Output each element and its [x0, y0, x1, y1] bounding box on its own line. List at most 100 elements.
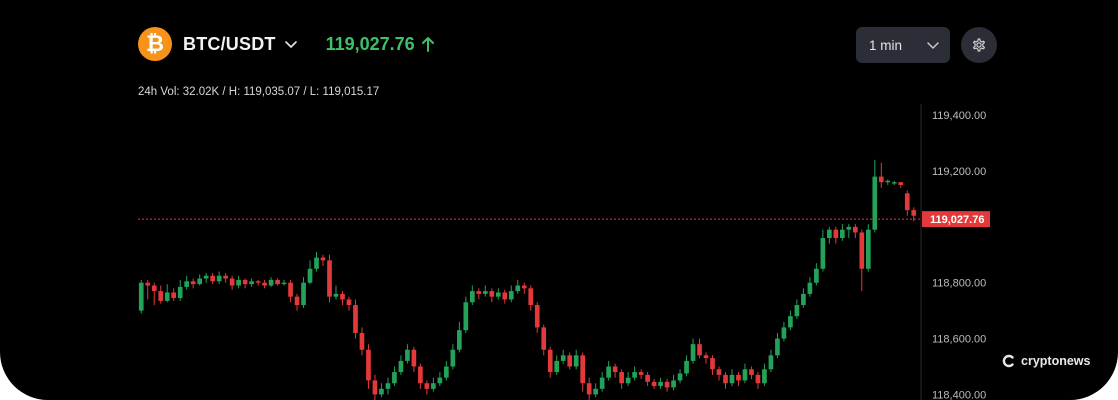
candle-body: [619, 372, 624, 384]
chevron-down-icon: [927, 42, 939, 49]
candle-body: [281, 282, 287, 285]
candle-body: [177, 286, 183, 299]
price-axis: 119,400.00 119,200.00 118,800.00 118,600.00…: [922, 110, 990, 400]
candle-body: [755, 374, 761, 384]
settings-button[interactable]: [961, 27, 997, 63]
candle-body: [833, 229, 839, 239]
candle-body: [554, 360, 560, 373]
candle-body: [463, 302, 469, 331]
candle-body: [359, 332, 365, 350]
candle-body: [794, 305, 800, 317]
y-tick-label: 119,200.00: [932, 166, 986, 178]
candle-body: [262, 282, 267, 286]
candle-body: [865, 229, 871, 269]
chevron-down-icon[interactable]: [284, 37, 298, 51]
candle-body: [392, 372, 397, 384]
candle-body: [346, 299, 352, 306]
pair-selector[interactable]: BTC/USDT: [183, 33, 276, 54]
candle-body: [307, 268, 313, 283]
candle-body: [236, 279, 241, 286]
candle-body: [158, 291, 164, 301]
candle-body: [327, 260, 332, 297]
candle-body: [716, 369, 722, 375]
candles-group: [138, 159, 917, 400]
candle-body: [171, 292, 177, 299]
candle-body: [203, 275, 209, 279]
candle-body: [268, 279, 274, 286]
candle-body: [450, 349, 456, 367]
candle-body: [762, 369, 767, 384]
current-price: 119,027.76: [325, 33, 415, 54]
candle-body: [781, 327, 787, 339]
last-price-label: 119,027.76: [930, 214, 984, 226]
last-price-tag: [922, 211, 990, 228]
candle-body: [528, 288, 534, 306]
candle-body: [573, 355, 579, 367]
candle-body: [664, 381, 670, 388]
candle-body: [249, 281, 254, 285]
candle-body: [742, 369, 748, 381]
candle-body: [710, 358, 715, 370]
candle-body: [606, 366, 611, 378]
candle-body: [379, 388, 384, 395]
y-tick-label: 118,600.00: [932, 334, 986, 346]
candle-body: [405, 349, 410, 361]
candle-body: [567, 355, 573, 367]
candle-body: [632, 372, 637, 378]
interval-value: 1 min: [869, 37, 903, 53]
candle-body: [736, 374, 741, 381]
candle-body: [814, 268, 819, 283]
candle-body: [580, 355, 586, 384]
candle-body: [788, 316, 793, 328]
candle-body: [904, 193, 910, 211]
candle-body: [314, 257, 319, 269]
candle-body: [846, 226, 852, 230]
candle-body: [444, 366, 449, 378]
candle-body: [340, 293, 345, 300]
candle-body: [515, 285, 521, 292]
candle-body: [482, 291, 488, 294]
candle-body: [164, 292, 170, 301]
candle-body: [885, 180, 891, 183]
candle-body: [827, 229, 832, 239]
candle-body: [671, 380, 676, 388]
candle-body: [625, 377, 631, 384]
candle-body: [612, 366, 618, 373]
candle-body: [898, 182, 904, 185]
candle-body: [599, 377, 605, 389]
candle-body: [288, 282, 293, 297]
candle-body: [658, 381, 663, 387]
candle-body: [723, 374, 728, 384]
watermark: cryptonews: [1002, 354, 1090, 368]
candle-body: [242, 279, 248, 285]
candle-body: [457, 330, 462, 350]
candle-body: [216, 275, 222, 282]
candle-body: [502, 292, 508, 300]
candle-body: [366, 349, 371, 381]
candle-body: [398, 360, 404, 373]
candle-body: [801, 293, 806, 306]
candle-body: [294, 296, 300, 306]
candle-body: [333, 293, 339, 297]
cryptonews-logo-icon: [1002, 354, 1014, 368]
y-tick-label: 118,400.00: [932, 389, 986, 400]
candle-body: [437, 377, 443, 384]
candle-body: [703, 355, 709, 359]
candle-body: [424, 383, 430, 389]
candle-body: [541, 327, 547, 350]
candle-body: [534, 305, 540, 328]
candle-body: [645, 374, 650, 382]
candle-body: [469, 291, 475, 303]
interval-select[interactable]: 1 min: [856, 27, 950, 63]
candle-body: [729, 374, 735, 384]
bitcoin-icon: ₿: [138, 27, 172, 61]
candle-body: [749, 369, 754, 375]
candle-body: [560, 355, 566, 361]
candle-body: [852, 226, 858, 233]
arrow-up-icon: [421, 37, 434, 52]
candle-body: [138, 282, 144, 311]
candle-body: [586, 383, 592, 395]
candle-body: [372, 380, 378, 395]
